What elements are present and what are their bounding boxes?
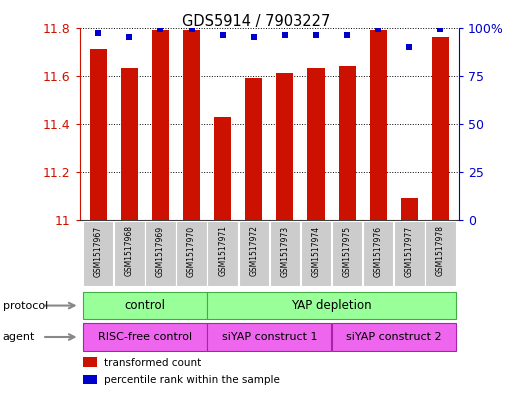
Text: GSM1517978: GSM1517978 [436, 226, 445, 276]
Bar [83, 323, 207, 351]
Bar [207, 221, 238, 286]
Text: GSM1517973: GSM1517973 [281, 226, 289, 277]
Bar [176, 221, 207, 286]
Bar [363, 221, 393, 286]
Bar [332, 221, 362, 286]
Bar [83, 292, 207, 319]
Bar [145, 221, 175, 286]
Bar [432, 37, 449, 220]
Bar [370, 30, 387, 220]
Text: RISC-free control: RISC-free control [98, 332, 192, 342]
Point [219, 32, 227, 39]
Bar [214, 117, 231, 220]
Text: GSM1517967: GSM1517967 [94, 226, 103, 277]
Bar [425, 221, 456, 286]
Text: GSM1517969: GSM1517969 [156, 226, 165, 277]
Point [281, 32, 289, 39]
Text: GSM1517970: GSM1517970 [187, 226, 196, 277]
Bar [270, 221, 300, 286]
Bar [121, 68, 138, 220]
Bar [332, 323, 456, 351]
Bar [114, 221, 145, 286]
Bar [239, 221, 269, 286]
Bar [394, 221, 425, 286]
Text: GSM1517975: GSM1517975 [343, 226, 351, 277]
Bar [90, 49, 107, 220]
Point [156, 26, 165, 33]
Point [343, 32, 351, 39]
Text: agent: agent [3, 332, 35, 342]
Text: GSM1517972: GSM1517972 [249, 226, 258, 276]
Bar [83, 221, 113, 286]
Text: GSM1517971: GSM1517971 [218, 226, 227, 276]
Text: GSM1517976: GSM1517976 [374, 226, 383, 277]
Bar [301, 221, 331, 286]
Bar [277, 73, 293, 220]
Point [437, 26, 445, 33]
Bar [245, 78, 262, 220]
Text: percentile rank within the sample: percentile rank within the sample [104, 375, 280, 385]
Bar [83, 375, 96, 384]
Point [405, 44, 413, 50]
Point [94, 30, 102, 37]
Text: GSM1517974: GSM1517974 [311, 226, 321, 277]
Bar [339, 66, 356, 220]
Point [250, 34, 258, 40]
Text: GDS5914 / 7903227: GDS5914 / 7903227 [182, 14, 331, 29]
Text: GSM1517968: GSM1517968 [125, 226, 134, 276]
Text: transformed count: transformed count [104, 358, 202, 367]
Point [312, 32, 320, 39]
Text: control: control [124, 299, 165, 312]
Bar [83, 357, 96, 367]
Text: siYAP construct 2: siYAP construct 2 [346, 332, 442, 342]
Bar [183, 30, 200, 220]
Bar [401, 198, 418, 220]
Bar [207, 292, 456, 319]
Text: GSM1517977: GSM1517977 [405, 226, 414, 277]
Bar [207, 323, 331, 351]
Text: protocol: protocol [3, 301, 48, 310]
Point [187, 26, 195, 33]
Point [125, 34, 133, 40]
Text: YAP depletion: YAP depletion [291, 299, 372, 312]
Point [374, 26, 382, 33]
Text: siYAP construct 1: siYAP construct 1 [222, 332, 317, 342]
Bar [307, 68, 325, 220]
Bar [152, 30, 169, 220]
